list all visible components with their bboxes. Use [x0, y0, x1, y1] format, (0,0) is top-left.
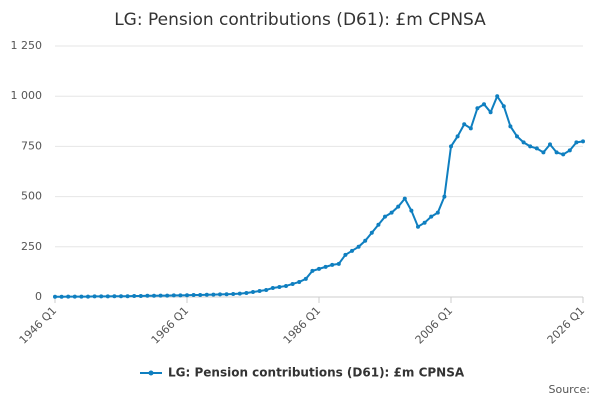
data-point — [389, 210, 394, 215]
data-point — [86, 294, 90, 299]
data-point — [488, 110, 493, 115]
data-point — [501, 104, 506, 109]
data-point — [343, 252, 348, 257]
y-tick-label: 1 000 — [11, 89, 43, 102]
data-point — [264, 287, 269, 292]
data-point — [171, 293, 176, 298]
data-point — [231, 291, 236, 296]
data-point — [317, 266, 321, 271]
y-tick-label: 1 250 — [11, 39, 43, 52]
data-point — [330, 262, 335, 267]
data-point — [297, 279, 302, 284]
data-point — [396, 204, 401, 209]
data-point — [112, 294, 117, 299]
data-point — [138, 293, 143, 298]
data-point — [416, 224, 420, 229]
x-tick-label: 1946 Q1 — [17, 304, 60, 347]
data-point — [218, 292, 222, 297]
data-point — [92, 294, 97, 299]
data-point — [152, 293, 156, 298]
data-point — [528, 144, 533, 149]
data-point — [244, 290, 249, 295]
data-point — [409, 208, 414, 213]
data-point — [145, 293, 150, 298]
data-point — [158, 293, 163, 298]
data-point — [237, 291, 242, 296]
data-point — [72, 294, 77, 299]
y-tick-label: 250 — [21, 240, 42, 253]
data-point — [548, 142, 552, 147]
data-point — [567, 148, 572, 153]
data-point — [356, 244, 361, 249]
legend-marker — [148, 370, 154, 376]
data-point — [323, 264, 328, 269]
data-point — [462, 122, 467, 127]
data-point — [508, 124, 513, 129]
data-point — [310, 268, 315, 273]
data-point — [132, 293, 137, 298]
data-point — [581, 139, 585, 144]
data-point — [290, 281, 295, 286]
data-point — [402, 196, 407, 201]
data-point — [125, 294, 130, 299]
data-point — [422, 220, 427, 225]
data-point — [574, 140, 579, 145]
data-point — [515, 134, 519, 139]
data-point — [165, 293, 170, 298]
data-point — [59, 294, 64, 299]
chart-title: LG: Pension contributions (D61): £m CPNS… — [114, 10, 486, 30]
x-tick-label: 2026 Q1 — [545, 304, 588, 347]
data-point — [495, 94, 500, 99]
y-tick-label: 500 — [21, 190, 42, 203]
data-point — [449, 144, 453, 149]
data-point — [185, 293, 189, 298]
x-tick-label: 1986 Q1 — [281, 304, 324, 347]
data-point — [251, 289, 255, 294]
data-point — [204, 292, 209, 297]
x-tick-label: 2006 Q1 — [413, 304, 456, 347]
data-point — [178, 293, 183, 298]
y-tick-label: 750 — [21, 139, 42, 152]
data-point — [284, 283, 288, 288]
data-point — [541, 150, 546, 155]
data-point — [475, 106, 480, 111]
data-point — [435, 210, 440, 215]
data-point — [554, 150, 559, 155]
data-point — [369, 230, 374, 235]
data-point — [224, 292, 229, 297]
data-point — [119, 294, 123, 299]
y-tick-label: 0 — [35, 290, 42, 303]
data-point — [521, 140, 526, 145]
data-point — [191, 292, 196, 297]
data-point — [350, 248, 354, 253]
data-point — [383, 214, 387, 219]
data-point — [211, 292, 216, 297]
data-point — [376, 222, 381, 227]
data-point — [277, 284, 282, 289]
data-point — [442, 194, 447, 199]
data-point — [99, 294, 104, 299]
data-point — [561, 152, 566, 157]
data-point — [270, 285, 275, 290]
data-point — [257, 288, 262, 293]
x-tick-label: 1966 Q1 — [149, 304, 192, 347]
data-point — [303, 276, 308, 281]
legend-label[interactable]: LG: Pension contributions (D61): £m CPNS… — [168, 366, 465, 380]
source: Source: — [549, 383, 591, 396]
data-point — [429, 214, 434, 219]
data-point — [482, 102, 486, 107]
data-point — [198, 292, 203, 297]
data-point — [105, 294, 110, 299]
data-point — [336, 261, 341, 266]
data-point — [79, 294, 84, 299]
data-point — [455, 134, 460, 139]
data-point — [66, 294, 71, 299]
data-point — [53, 294, 57, 299]
data-point — [468, 126, 473, 131]
data-point — [363, 238, 368, 243]
data-point — [534, 146, 539, 151]
